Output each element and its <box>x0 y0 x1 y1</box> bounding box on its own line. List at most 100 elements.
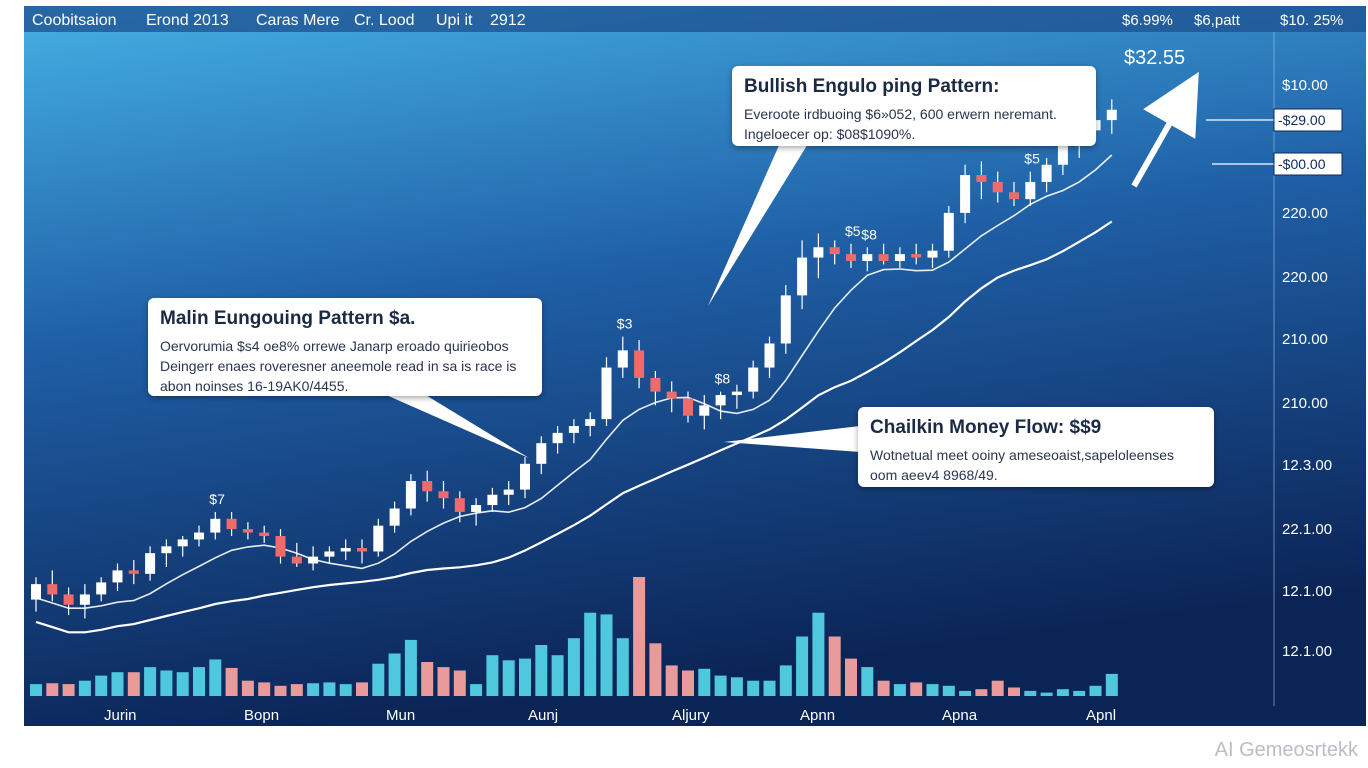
volume-bar <box>95 675 108 696</box>
callout-main-line-3: abon noinses 16-19AK0/4455. <box>160 378 349 394</box>
candle-body <box>438 491 449 499</box>
candle <box>846 243 856 268</box>
candle-body <box>797 257 808 296</box>
y-tick-label: 210.00 <box>1282 331 1328 348</box>
volume-bar <box>453 670 466 696</box>
watermark: AI Gemeosrtekk <box>1214 739 1358 761</box>
candle-body <box>487 494 498 506</box>
volume-bar <box>975 689 988 696</box>
candle-body <box>683 398 693 416</box>
callout-chaikin-money-flow: Chailkin Money Flow: $$9 Wotnetual meet … <box>858 407 1214 487</box>
volume-bar <box>30 684 42 696</box>
volume-bar <box>323 682 336 696</box>
candle-body <box>764 343 775 368</box>
candle <box>161 539 172 567</box>
candle-body <box>389 508 400 526</box>
volume-bar <box>193 667 205 696</box>
candle-body <box>471 505 482 512</box>
volume-bar <box>1089 685 1102 696</box>
candle <box>373 518 384 557</box>
candle <box>731 384 742 409</box>
header-bar <box>24 6 1366 32</box>
header-left-items: Coobitsaion Erond 2013 Caras Mere Cr. Lood U… <box>32 12 526 29</box>
volume-bar <box>665 665 678 696</box>
volume-bar <box>893 684 906 696</box>
candle-body <box>1009 192 1019 200</box>
candle <box>47 570 58 602</box>
volume-bar <box>991 680 1004 696</box>
header-item: Caras Mere <box>256 12 340 29</box>
candle <box>650 371 661 406</box>
price-marker: -$00.00 <box>1212 152 1343 176</box>
callout-main-pointer <box>384 394 529 458</box>
candle-body <box>422 481 433 492</box>
volume-bar <box>437 667 450 696</box>
header-stat: $6.99% <box>1122 12 1173 29</box>
price-tag: $32.55 <box>1124 47 1185 69</box>
candle-annotation: $3 <box>617 316 633 332</box>
callout-bullish-line-1: Everoote irdbuoing $6»052, 600 erwern ne… <box>744 106 1057 122</box>
candle <box>422 470 433 502</box>
volume-bar <box>828 636 841 696</box>
volume-bar <box>225 667 238 696</box>
x-axis-labels: Jurin Bopn Mun Aunj Aljury Apnn Apna Apnl <box>104 707 1116 724</box>
header-stat: $10. 25% <box>1280 12 1343 29</box>
candle-body <box>715 395 726 406</box>
candle-body <box>145 553 156 574</box>
volume-bar <box>877 680 890 696</box>
candle-body <box>1041 164 1052 182</box>
candle <box>145 546 156 581</box>
volume-bar <box>290 684 303 696</box>
callout-chaikin-line-2: oom aeev4 8968/49. <box>870 467 998 483</box>
candle <box>520 456 530 499</box>
volume-bar <box>339 684 352 696</box>
price-markers: -$29.00 -$00.00 <box>1206 108 1343 176</box>
volume-bar <box>600 614 613 696</box>
candle-body <box>79 594 90 605</box>
candle <box>308 546 319 571</box>
candle-body <box>666 391 677 399</box>
candle <box>438 481 449 509</box>
candle <box>797 240 808 310</box>
candle-body <box>177 539 188 547</box>
candle <box>357 539 367 564</box>
volume-bar <box>633 577 646 696</box>
volume-bar <box>144 667 157 696</box>
candle-body <box>226 518 237 530</box>
volume-bar <box>176 672 189 696</box>
candle-body <box>846 254 856 261</box>
candle-body <box>552 432 563 444</box>
volume-bar <box>910 682 923 696</box>
candle-body <box>128 570 139 574</box>
candle-annotations: $7$3$8$5 $8$5 <box>209 151 1040 507</box>
volume-bar <box>519 658 531 696</box>
volume-bar <box>649 643 662 696</box>
chart-frame: Coobitsaion Erond 2013 Caras Mere Cr. Lood U… <box>24 6 1366 726</box>
candle <box>617 336 628 378</box>
candle-body <box>47 584 58 595</box>
y-tick-label: 12.3.00 <box>1282 457 1332 474</box>
candle <box>63 587 74 616</box>
candle <box>242 522 253 540</box>
candle <box>324 546 335 564</box>
callout-main-line-1: Oervorumia $s4 oe8% orrewe Janarp eroado… <box>160 338 509 354</box>
volume-bar <box>551 655 564 696</box>
candle-body <box>308 556 319 564</box>
candle <box>601 357 612 426</box>
y-tick-label: 22.1.00 <box>1282 521 1332 538</box>
candle-body <box>568 426 579 433</box>
volume-bar <box>274 685 287 696</box>
candle-body <box>373 525 384 552</box>
volume-bar <box>535 645 548 696</box>
candle-body <box>291 556 302 564</box>
candle <box>487 487 498 512</box>
moving-averages <box>35 154 1113 634</box>
candle-body <box>1025 181 1036 200</box>
candle-body <box>992 181 1003 193</box>
volume-bar <box>861 667 874 696</box>
callout-bullish-engulfing: Bullish Engulo ping Pattern: Everoote ir… <box>732 66 1096 146</box>
candle <box>976 161 987 200</box>
x-axis-label: Apnl <box>1086 707 1116 724</box>
volume-bar <box>1073 690 1086 696</box>
volume-bar <box>698 668 711 696</box>
